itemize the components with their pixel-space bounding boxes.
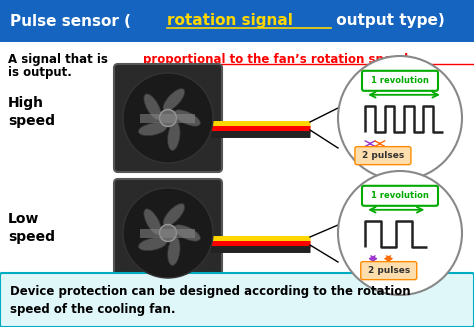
Ellipse shape <box>173 110 201 126</box>
Text: A signal that is: A signal that is <box>8 53 112 66</box>
FancyBboxPatch shape <box>362 71 438 91</box>
Circle shape <box>159 110 176 127</box>
Text: Device protection can be designed according to the rotation
speed of the cooling: Device protection can be designed accord… <box>10 284 410 316</box>
Ellipse shape <box>168 237 180 266</box>
Text: output type): output type) <box>331 13 444 28</box>
Bar <box>140 113 195 123</box>
Ellipse shape <box>138 238 167 251</box>
Bar <box>140 229 195 237</box>
Text: 1 revolution: 1 revolution <box>371 76 429 85</box>
FancyBboxPatch shape <box>355 146 411 164</box>
Ellipse shape <box>163 89 185 111</box>
Circle shape <box>123 73 213 163</box>
Text: is output.: is output. <box>8 66 72 79</box>
Circle shape <box>338 56 462 180</box>
Ellipse shape <box>144 94 162 120</box>
Text: 1 revolution: 1 revolution <box>371 191 429 200</box>
Text: Pulse sensor (: Pulse sensor ( <box>10 13 131 28</box>
FancyBboxPatch shape <box>361 262 417 280</box>
Text: High
speed: High speed <box>8 96 55 128</box>
FancyBboxPatch shape <box>114 64 222 172</box>
Ellipse shape <box>168 122 180 150</box>
FancyBboxPatch shape <box>0 273 474 327</box>
Ellipse shape <box>173 225 201 241</box>
Text: proportional to the fan’s rotation speed: proportional to the fan’s rotation speed <box>143 53 408 66</box>
Ellipse shape <box>138 123 167 136</box>
Text: 2 pulses: 2 pulses <box>362 151 404 160</box>
Bar <box>0 0 474 42</box>
FancyBboxPatch shape <box>114 179 222 287</box>
Text: 2 pulses: 2 pulses <box>368 266 410 275</box>
Circle shape <box>123 188 213 278</box>
Ellipse shape <box>144 209 162 235</box>
Ellipse shape <box>163 204 185 226</box>
Text: rotation signal: rotation signal <box>167 13 293 28</box>
Circle shape <box>159 225 176 242</box>
Circle shape <box>338 171 462 295</box>
Text: Low
speed: Low speed <box>8 212 55 244</box>
FancyBboxPatch shape <box>362 186 438 206</box>
